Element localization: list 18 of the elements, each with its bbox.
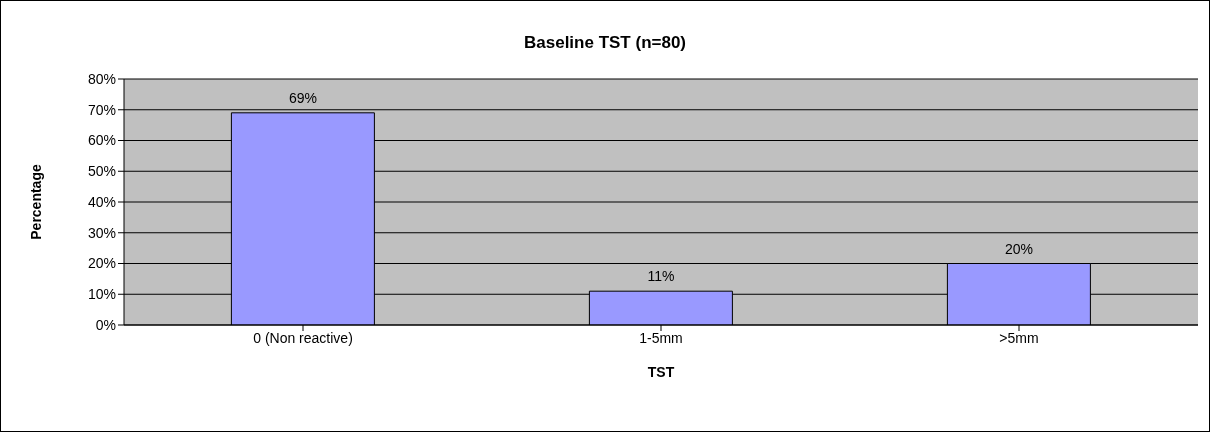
y-tick-label: 70%	[87, 101, 116, 118]
y-axis-title: Percentage	[27, 164, 44, 240]
y-tick-label: 30%	[87, 224, 116, 241]
y-tick-label: 60%	[87, 132, 116, 149]
x-tick-label: 1-5mm	[639, 329, 683, 346]
data-label: 69%	[288, 89, 317, 106]
y-tick-label: 40%	[87, 193, 116, 210]
y-tick-label: 10%	[87, 286, 116, 303]
y-tick-label: 80%	[87, 70, 116, 87]
x-tick-label: 0 (Non reactive)	[253, 329, 353, 346]
y-tick-label: 0%	[95, 316, 116, 333]
chart-title: Baseline TST (n=80)	[523, 33, 687, 53]
y-tick-label: 20%	[87, 255, 116, 272]
data-label: 20%	[1004, 240, 1033, 257]
y-tick-label: 50%	[87, 163, 116, 180]
x-tick-label: >5mm	[999, 329, 1039, 346]
data-label: 11%	[647, 268, 675, 285]
x-axis-title: TST	[647, 364, 675, 380]
